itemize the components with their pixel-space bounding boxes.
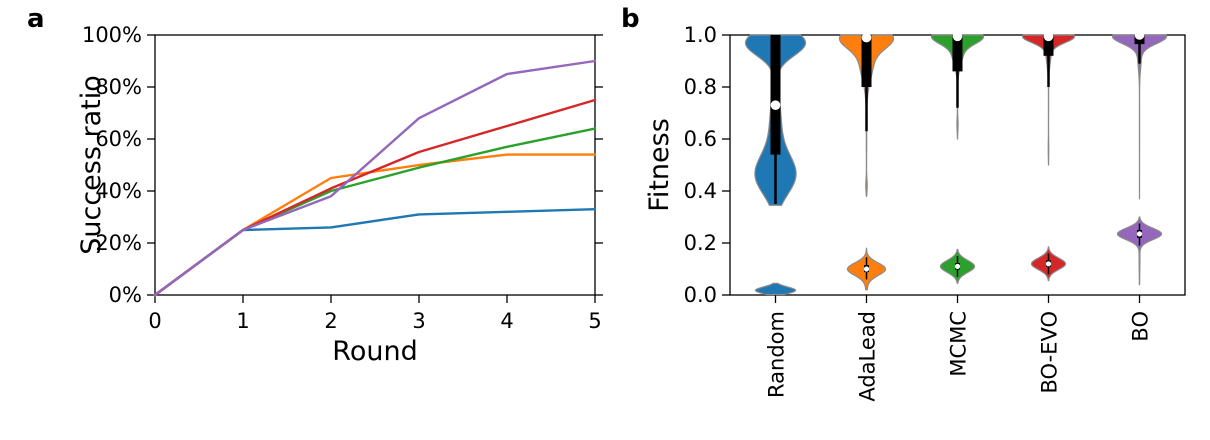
y-tick-label: 0.4 bbox=[684, 179, 717, 203]
median-dot-MCMC bbox=[952, 31, 963, 42]
y-tick-label: 40% bbox=[95, 179, 142, 203]
median-dot-BO-EVO bbox=[1043, 31, 1054, 42]
panel-b-category-labels: Random AdaLead MCMC BO-EVO BO bbox=[765, 311, 1153, 402]
category-label-MCMC: MCMC bbox=[947, 311, 971, 377]
y-tick-label: 20% bbox=[95, 231, 142, 255]
line-Random bbox=[153, 207, 597, 297]
panel-b-ylabel: Fitness bbox=[644, 118, 675, 212]
violin-BO-high bbox=[1111, 34, 1168, 200]
panel-a-axes bbox=[147, 34, 603, 303]
category-label-BO-EVO: BO-EVO bbox=[1038, 311, 1062, 394]
x-tick-label: 0 bbox=[148, 309, 161, 333]
y-tick-label: 0.6 bbox=[684, 127, 717, 151]
iqr-box-BO-EVO bbox=[1043, 35, 1054, 56]
y-tick-label: 80% bbox=[95, 75, 142, 99]
y-tick-label: 100% bbox=[82, 23, 142, 47]
y-tick-label: 1.0 bbox=[684, 23, 717, 47]
median-dot-AdaLead bbox=[863, 266, 870, 272]
x-tick-label: 1 bbox=[236, 309, 249, 333]
panel-a-xlabel: Round bbox=[332, 336, 417, 367]
panel-a-label: a bbox=[27, 4, 45, 34]
y-tick-label: 0.2 bbox=[684, 231, 717, 255]
violin-BO-low bbox=[1116, 216, 1163, 286]
panel-b-label: b bbox=[621, 4, 640, 34]
median-dot-BO bbox=[1134, 30, 1145, 40]
iqr-box-MCMC bbox=[952, 35, 963, 72]
panel-a-tick-labels: 0% 20% 40% 60% 80% 100% 0 1 2 3 4 5 bbox=[82, 23, 602, 333]
category-label-BO: BO bbox=[1129, 311, 1153, 342]
y-tick-label: 60% bbox=[95, 127, 142, 151]
panel-b-violins bbox=[744, 30, 1168, 296]
category-label-Random: Random bbox=[765, 311, 789, 398]
line-AdaLead bbox=[153, 153, 597, 297]
line-BO-EVO bbox=[153, 98, 597, 297]
x-tick-label: 4 bbox=[500, 309, 513, 333]
line-BO bbox=[153, 59, 597, 297]
x-tick-label: 2 bbox=[324, 309, 337, 333]
median-dot-MCMC bbox=[954, 263, 961, 269]
x-tick-label: 5 bbox=[588, 309, 601, 333]
violin-BO-EVO-high bbox=[1021, 34, 1076, 166]
median-dot-AdaLead bbox=[861, 32, 872, 43]
panel-a-series bbox=[153, 59, 597, 297]
median-dot-BO bbox=[1136, 231, 1143, 237]
median-dot-BO-EVO bbox=[1045, 261, 1052, 267]
iqr-box-AdaLead bbox=[861, 35, 872, 87]
violin-Random-low bbox=[754, 282, 797, 296]
y-tick-label: 0.8 bbox=[684, 75, 717, 99]
iqr-box-Random bbox=[770, 35, 781, 155]
y-tick-label: 0.0 bbox=[684, 283, 717, 307]
y-tick-label: 0% bbox=[109, 283, 142, 307]
median-dot-Random bbox=[770, 100, 781, 110]
panel-b-tick-labels: 0.0 0.2 0.4 0.6 0.8 1.0 bbox=[684, 23, 717, 307]
panel-a-ylabel: Success ratio bbox=[76, 75, 107, 255]
x-tick-label: 3 bbox=[412, 309, 425, 333]
category-label-AdaLead: AdaLead bbox=[856, 311, 880, 402]
